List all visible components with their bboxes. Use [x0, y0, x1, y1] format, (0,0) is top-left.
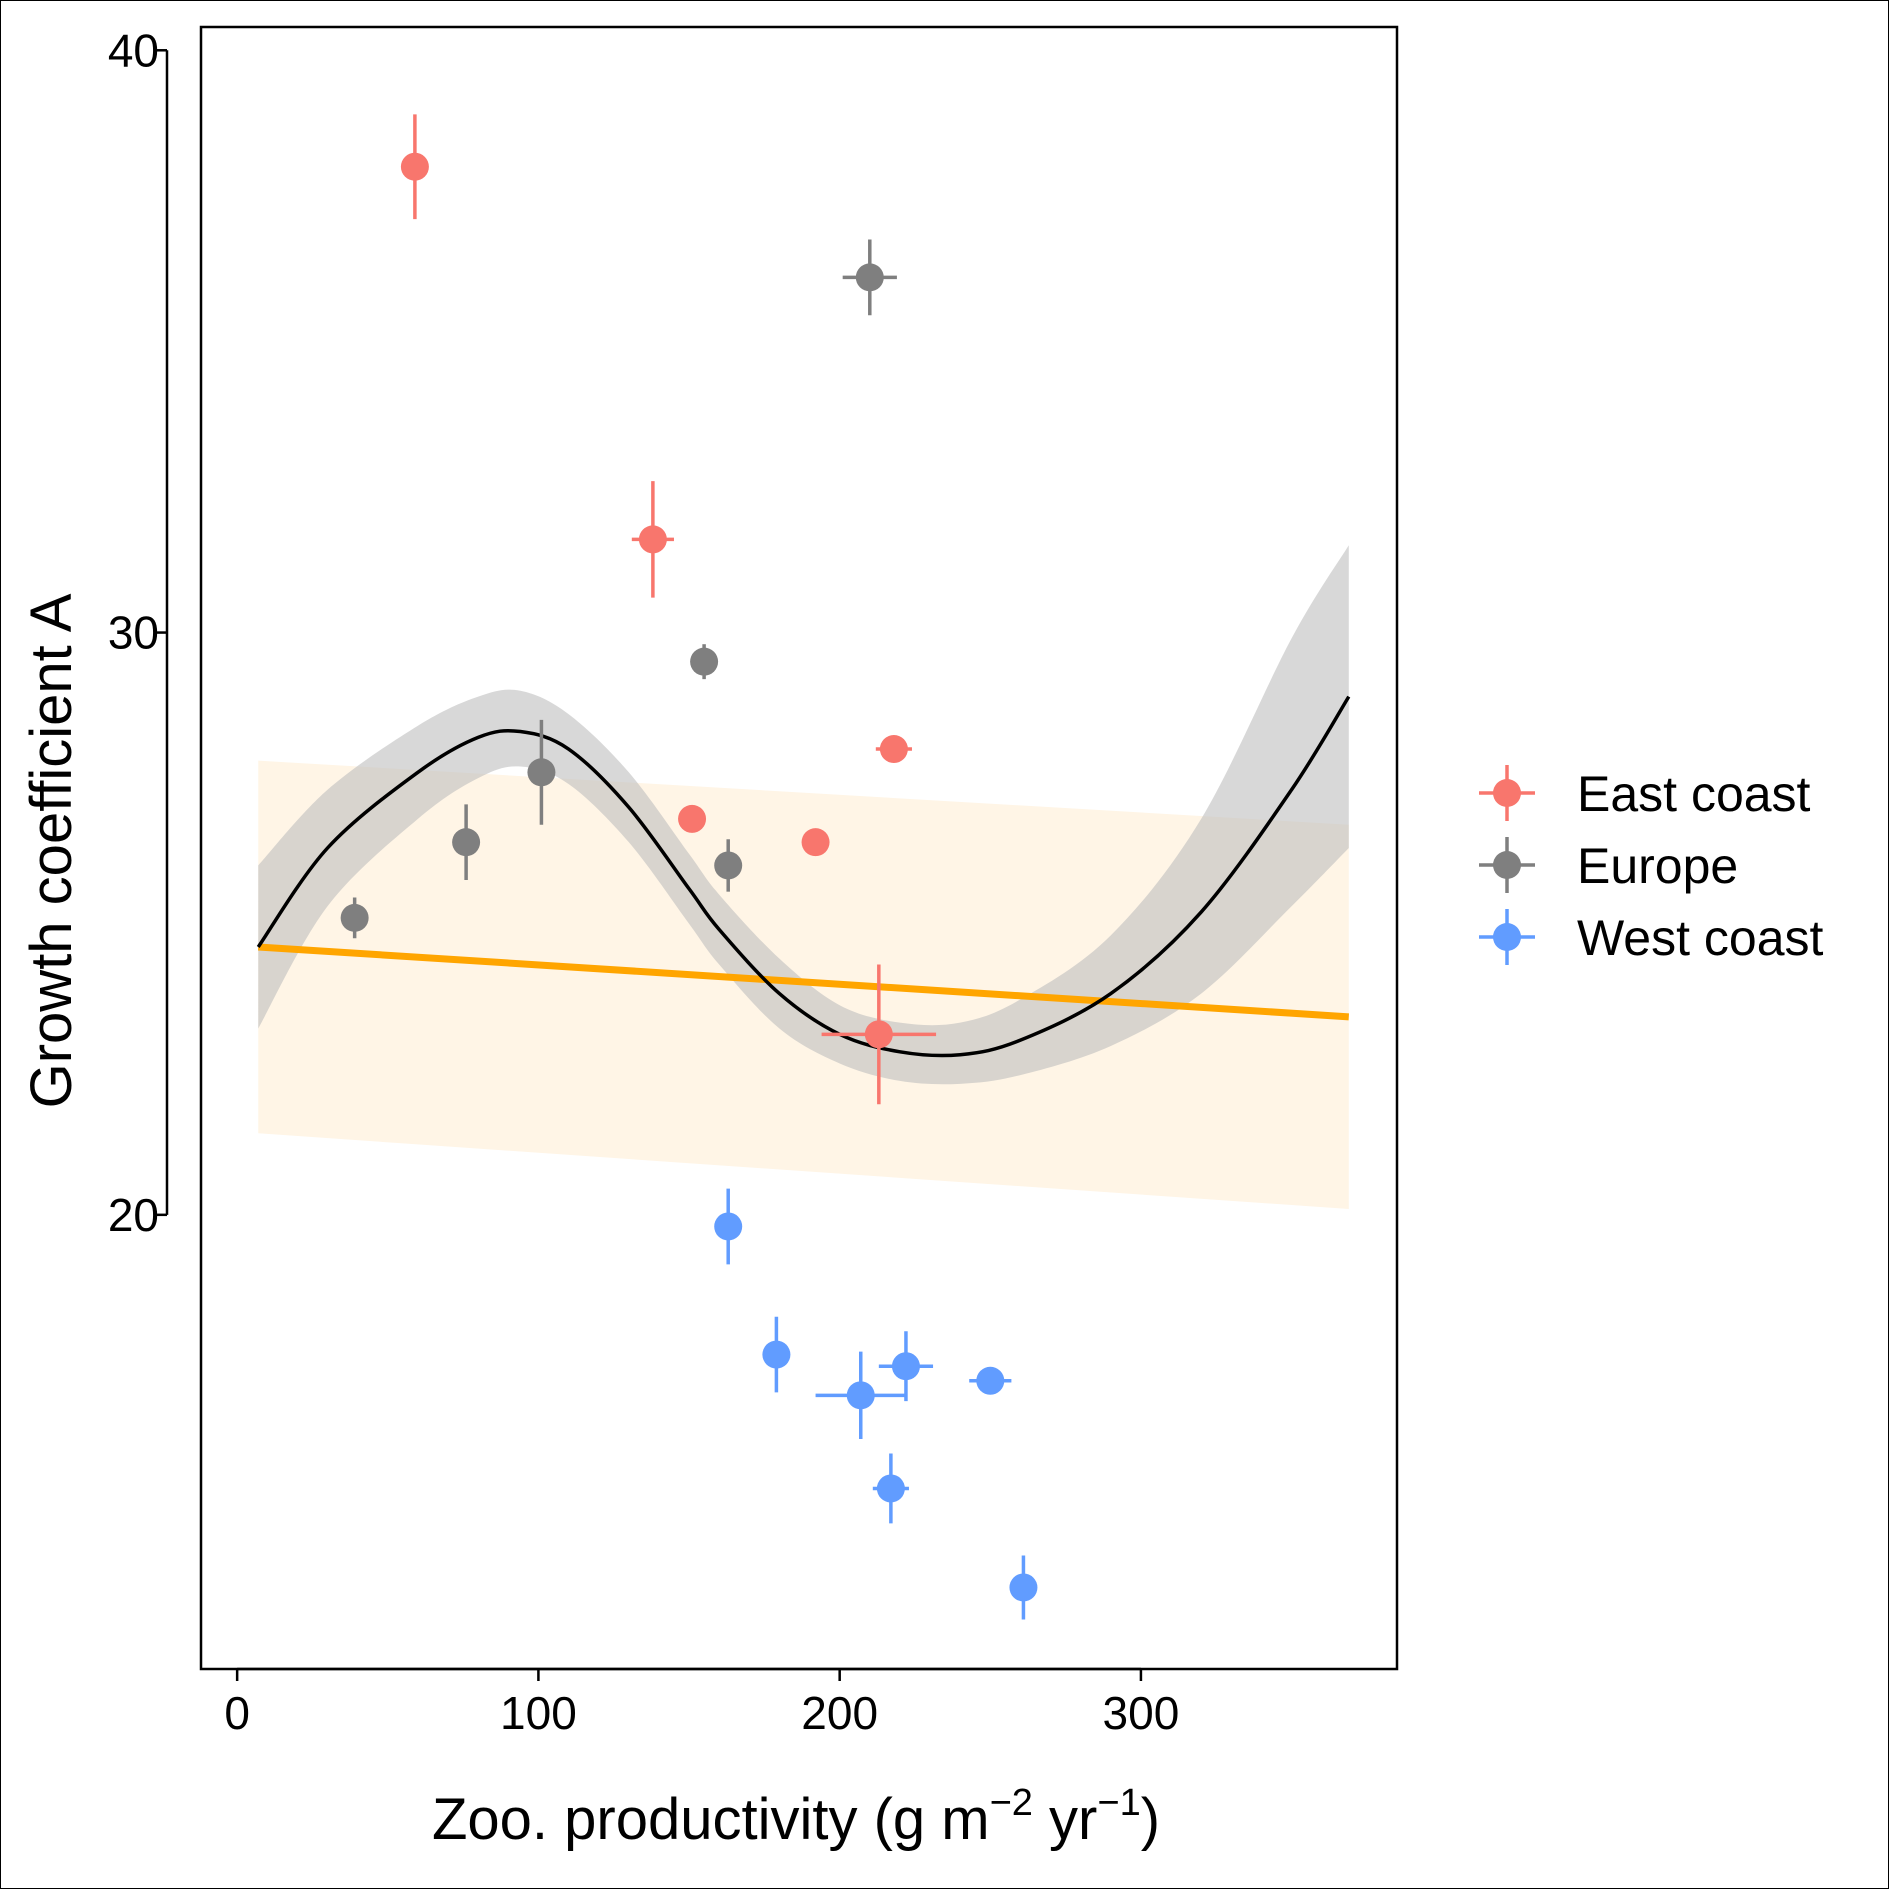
data-point [452, 828, 481, 857]
data-point [638, 525, 667, 554]
data-point [864, 1020, 893, 1049]
y-tick-label: 20 [108, 1189, 159, 1241]
legend-label: East coast [1577, 766, 1811, 822]
linear-fit-line [258, 943, 1350, 1021]
data-point [846, 1381, 875, 1410]
data-point [762, 1340, 791, 1369]
x-tick-label: 100 [500, 1687, 577, 1739]
data-point [690, 647, 719, 676]
legend-item-europe: Europe [1479, 837, 1738, 894]
series-east-coast [400, 114, 937, 1105]
legend-item-east-coast: East coast [1479, 765, 1811, 822]
data-point [891, 1352, 920, 1381]
legend-key-point [1493, 851, 1521, 879]
data-point [879, 735, 908, 764]
data-point [1009, 1573, 1038, 1602]
data-point [876, 1474, 905, 1503]
legend-key-point [1493, 779, 1521, 807]
y-axis-title: Growth coefficient A [19, 593, 84, 1108]
smooth-fit-line [256, 695, 1351, 1058]
data-point [801, 828, 830, 857]
legend-item-west-coast: West coast [1479, 909, 1823, 966]
x-axis-title: Zoo. productivity (g m−2 yr−1) [432, 1782, 1160, 1852]
legend: East coast Europe West coast [1479, 765, 1823, 966]
legend-label: West coast [1577, 910, 1823, 966]
x-tick-label: 200 [801, 1687, 878, 1739]
x-tick-label: 0 [224, 1687, 250, 1739]
confidence-bands [258, 545, 1349, 1210]
data-point [340, 903, 369, 932]
data-point [714, 851, 743, 880]
legend-key-point [1493, 923, 1521, 951]
series-west-coast [714, 1188, 1038, 1620]
x-tick-label: 300 [1103, 1687, 1180, 1739]
data-point [400, 152, 429, 181]
data-point [678, 804, 707, 833]
data-point [855, 263, 884, 292]
x-axis: 0 100 200 300 [224, 1667, 1180, 1739]
y-axis: 20 30 40 [108, 24, 169, 1241]
series-europe [340, 239, 897, 939]
data-point [976, 1366, 1005, 1395]
y-tick-label: 40 [108, 24, 159, 76]
data-point [714, 1212, 743, 1241]
data-point [527, 758, 556, 787]
y-tick-label: 30 [108, 607, 159, 659]
legend-label: Europe [1577, 838, 1738, 894]
fit-lines [256, 695, 1351, 1058]
data-points [340, 114, 1038, 1620]
